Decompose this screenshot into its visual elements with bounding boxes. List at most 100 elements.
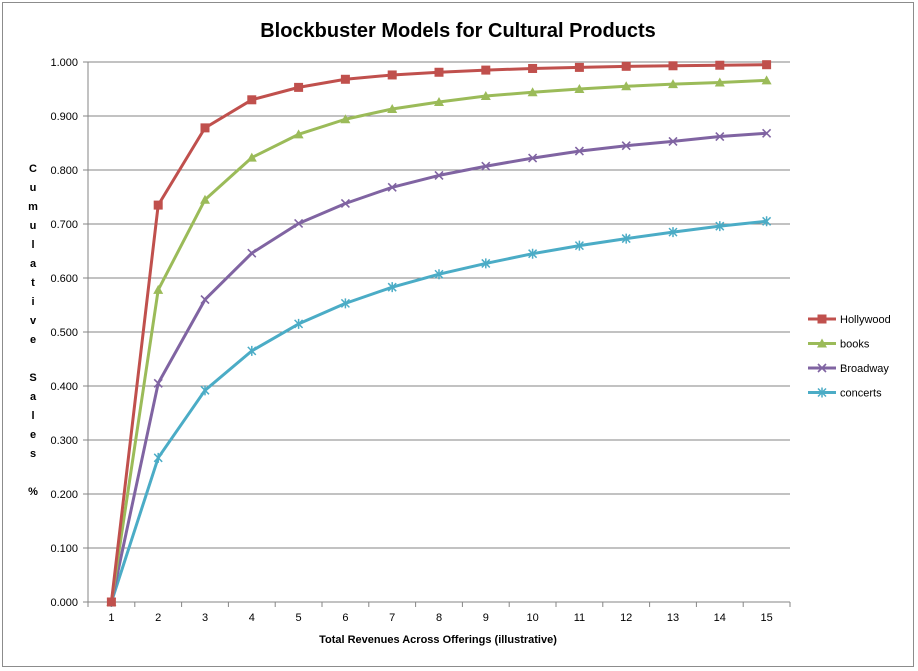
y-tick-label: 0.300 — [50, 435, 78, 447]
data-point — [817, 363, 827, 373]
data-point — [153, 378, 163, 388]
data-point — [200, 194, 210, 204]
y-tick-label: 0.600 — [50, 273, 78, 285]
y-axis-label-char: u — [30, 182, 37, 194]
x-tick-label: 14 — [714, 612, 726, 624]
data-point — [294, 318, 304, 329]
legend-item-hollywood: Hollywood — [808, 314, 891, 326]
y-tick-label: 1.000 — [50, 57, 78, 69]
data-point — [153, 284, 164, 294]
data-point — [668, 79, 678, 89]
series-layer — [106, 60, 772, 607]
data-point — [668, 61, 678, 71]
y-axis-label-char: s — [30, 448, 36, 460]
legend-label: Broadway — [840, 363, 889, 375]
data-point — [668, 136, 678, 146]
data-point — [387, 103, 398, 113]
data-point — [715, 221, 725, 232]
data-point — [621, 81, 632, 91]
y-axis-label-char: S — [29, 372, 36, 384]
data-point — [434, 170, 444, 180]
series-hollywood — [106, 60, 772, 607]
y-axis-label-char: e — [30, 334, 36, 346]
series-line — [109, 63, 767, 603]
data-point — [621, 141, 631, 151]
y-axis-label-char: i — [31, 296, 34, 308]
data-point — [621, 61, 631, 71]
legend-label: books — [840, 339, 870, 351]
x-tick-label: 15 — [760, 612, 772, 624]
data-point — [715, 131, 725, 142]
y-tick-label: 0.900 — [50, 111, 78, 123]
data-point — [153, 452, 163, 463]
data-point — [247, 345, 257, 356]
x-tick-label: 6 — [342, 612, 348, 624]
data-point — [340, 74, 350, 84]
data-point — [762, 216, 772, 227]
legend-item-broadway: Broadway — [808, 363, 889, 375]
x-tick-label: 5 — [296, 612, 302, 624]
data-point — [247, 95, 257, 105]
x-tick-label: 11 — [574, 612, 585, 624]
x-tick-label: 9 — [483, 612, 489, 624]
y-tick-label: 0.800 — [50, 165, 78, 177]
x-tick-label: 12 — [620, 612, 632, 624]
y-axis-label-char: u — [30, 220, 37, 232]
data-point — [106, 597, 116, 607]
y-axis-label-char: a — [30, 391, 37, 403]
data-point — [574, 146, 584, 156]
y-axis-label-char: C — [29, 163, 37, 175]
x-tick-label: 3 — [202, 612, 208, 624]
y-axis-label-char: m — [28, 201, 38, 213]
data-point — [668, 227, 678, 238]
data-point — [434, 269, 444, 280]
legend-item-concerts: concerts — [808, 387, 882, 400]
data-point — [817, 314, 827, 324]
legend-label: Hollywood — [840, 314, 891, 326]
x-axis-label: Total Revenues Across Offerings (illustr… — [319, 634, 557, 646]
y-tick-label: 0.700 — [50, 219, 78, 231]
y-tick-label: 0.500 — [50, 327, 78, 339]
data-point — [817, 338, 827, 348]
chart-title: Blockbuster Models for Cultural Products — [260, 20, 656, 42]
data-point — [528, 153, 538, 163]
data-point — [246, 152, 257, 162]
y-axis-label-char: l — [31, 239, 34, 251]
legend: Hollywood books Broadway concerts — [808, 314, 891, 400]
series-books — [106, 75, 772, 606]
data-point — [574, 240, 584, 251]
legend-item-books: books — [808, 338, 870, 351]
data-point — [761, 75, 772, 85]
data-point — [528, 63, 538, 73]
data-point — [528, 248, 538, 259]
series-line — [109, 78, 767, 603]
data-point — [340, 114, 351, 124]
data-point — [434, 96, 444, 106]
y-tick-label: 0.200 — [50, 489, 78, 501]
y-tick-label: 0.100 — [50, 543, 78, 555]
data-point — [387, 182, 397, 192]
data-point — [294, 218, 304, 229]
data-point — [817, 387, 827, 398]
data-point — [480, 91, 491, 101]
data-point — [340, 298, 350, 309]
data-point — [200, 123, 210, 133]
gridlines — [88, 61, 790, 549]
y-axis-label-char: a — [30, 258, 37, 270]
x-tick-label: 4 — [249, 612, 255, 624]
y-axis-label-char: t — [31, 277, 35, 289]
data-point — [387, 282, 397, 293]
data-point — [762, 60, 772, 70]
data-point — [527, 87, 538, 97]
data-point — [574, 62, 584, 72]
x-tick-label: 1 — [108, 612, 114, 624]
data-point — [481, 161, 491, 171]
x-tick-label: 2 — [155, 612, 161, 624]
data-point — [481, 258, 491, 269]
series-broadway — [106, 128, 772, 607]
data-point — [574, 84, 585, 93]
y-tick-label: 0.400 — [50, 381, 78, 393]
x-tick-label: 8 — [436, 612, 442, 624]
